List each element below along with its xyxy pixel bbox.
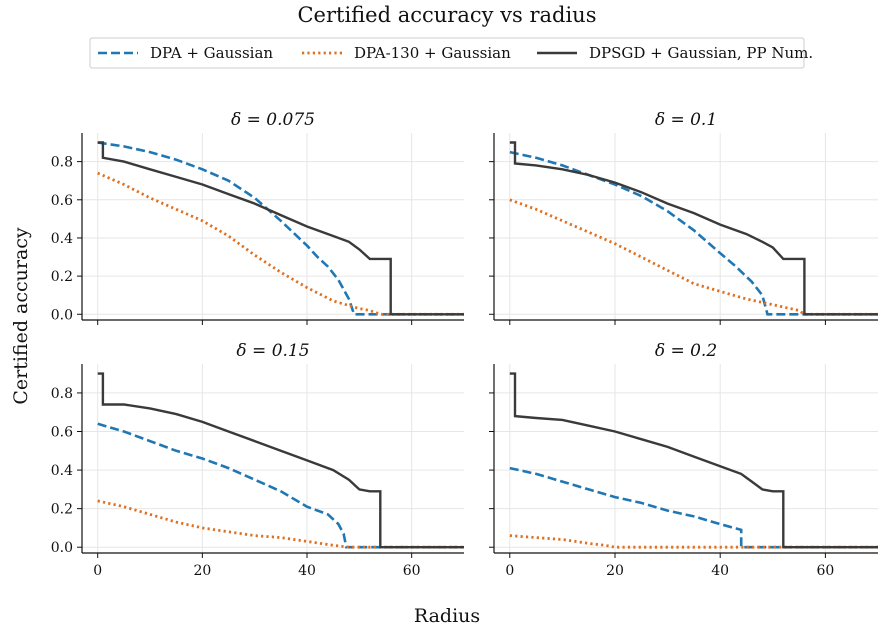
series-line-dpa-gaussian <box>509 150 878 316</box>
series-line-dpa-gaussian <box>97 422 464 549</box>
x-tick-label: 0 <box>505 563 514 579</box>
y-tick-label: 0.8 <box>51 386 73 402</box>
panel-title: δ = 0.2 <box>655 341 717 361</box>
x-tick-label: 40 <box>298 563 316 579</box>
panels: 0.0 0.2 0.4 0.6 0.8 δ = 0.075 δ = 0.1 0 20 40 60 0.… <box>51 110 878 579</box>
x-tick-label: 20 <box>193 563 211 579</box>
series-line-dpsgd-gaussian-pp-num <box>509 141 878 316</box>
legend: DPA + Gaussian DPA-130 + Gaussian DPSGD … <box>89 37 813 69</box>
x-tick-label: 60 <box>816 563 834 579</box>
y-tick-label: 0.2 <box>51 502 73 518</box>
y-tick-label: 0.0 <box>51 540 73 556</box>
y-tick-label: 0.0 <box>51 307 73 323</box>
grid <box>82 364 464 553</box>
chart-title: Certified accuracy vs radius <box>297 3 596 27</box>
series-line-dpsgd-gaussian-pp-num <box>509 372 878 549</box>
series-line-dpa-gaussian <box>97 141 464 316</box>
series-line-dpa-gaussian <box>509 466 878 549</box>
x-tick-label: 0 <box>93 563 102 579</box>
y-tick-label: 0.4 <box>51 231 73 247</box>
series-line-dpa-130-gaussian <box>509 198 878 316</box>
y-tick-label: 0.6 <box>51 193 73 209</box>
panel-title: δ = 0.15 <box>236 341 309 361</box>
grid <box>494 364 878 553</box>
panel-title: δ = 0.075 <box>231 110 315 130</box>
x-axis-label: Radius <box>414 605 480 627</box>
panel-1: 0.0 0.2 0.4 0.6 0.8 δ = 0.075 <box>51 110 464 325</box>
series-line-dpa-130-gaussian <box>97 171 464 316</box>
x-tick-label: 60 <box>403 563 421 579</box>
y-tick-label: 0.4 <box>51 463 73 479</box>
y-tick-label: 0.6 <box>51 425 73 441</box>
panel-title: δ = 0.1 <box>655 110 717 130</box>
x-tick-label: 40 <box>711 563 729 579</box>
x-tick-label: 20 <box>606 563 624 579</box>
legend-frame <box>89 37 805 69</box>
legend-label-dpa: DPA + Gaussian <box>150 44 273 62</box>
series-line-dpsgd-gaussian-pp-num <box>97 141 464 316</box>
series-line-dpa-130-gaussian <box>97 499 464 549</box>
grid <box>82 133 464 320</box>
y-axis-label: Certified accuracy <box>10 227 32 405</box>
panel-4: 0 20 40 60 δ = 0.2 <box>489 341 878 579</box>
panel-2: δ = 0.1 <box>489 110 878 325</box>
legend-label-dpa130: DPA-130 + Gaussian <box>354 44 511 62</box>
series-line-dpa-130-gaussian <box>509 534 878 549</box>
panel-3: 0 20 40 60 0.0 0.2 0.4 0.6 0.8 δ = 0.15 <box>51 341 464 579</box>
y-tick-label: 0.2 <box>51 269 73 285</box>
y-tick-label: 0.8 <box>51 155 73 171</box>
series-line-dpsgd-gaussian-pp-num <box>97 372 464 549</box>
legend-label-dpsgd: DPSGD + Gaussian, PP Num. <box>589 44 813 62</box>
